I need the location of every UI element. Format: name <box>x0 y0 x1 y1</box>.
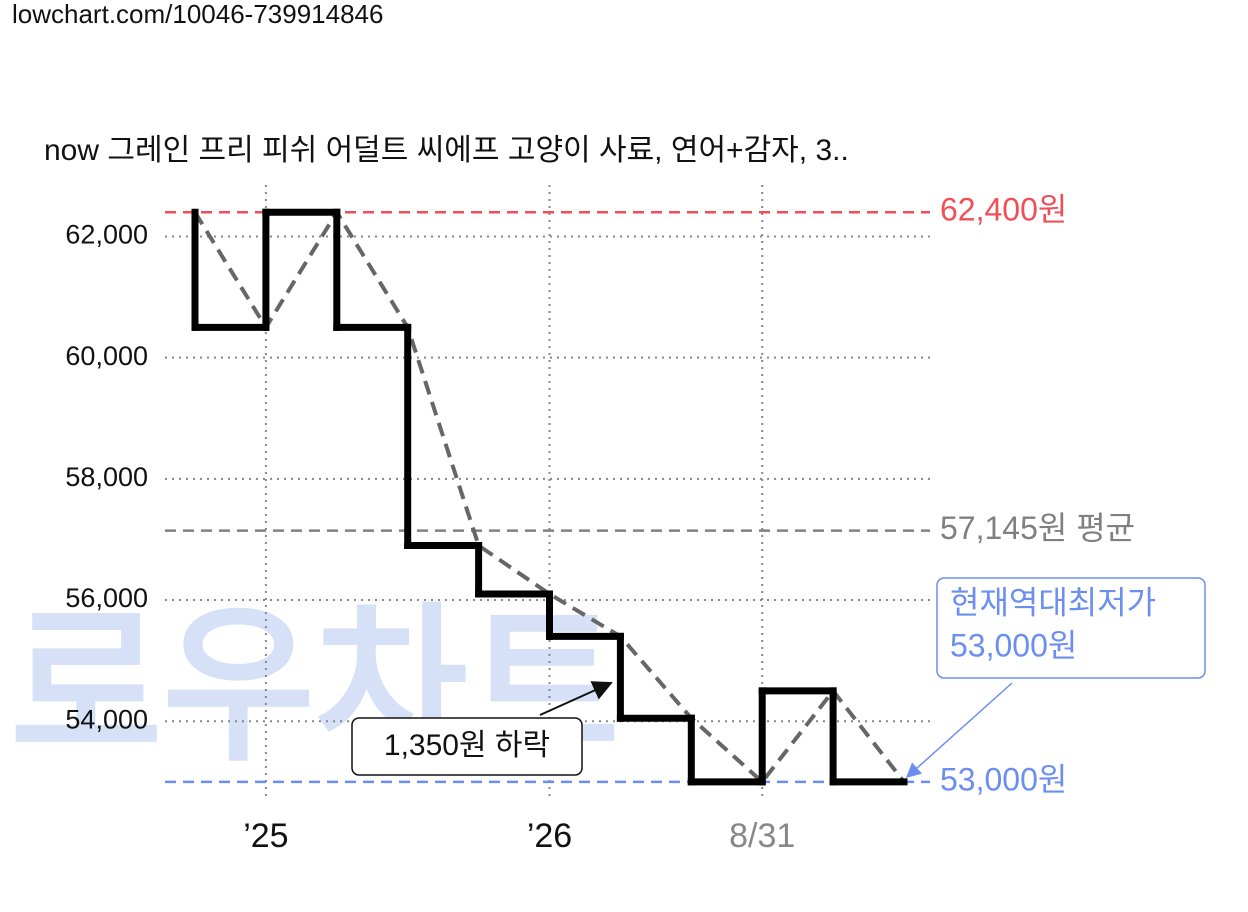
callout-line: 현재역대최저가 <box>950 584 1156 620</box>
reference-label: 53,000원 <box>940 761 1067 797</box>
reference-label: 62,400원 <box>940 192 1067 228</box>
chart-title: now 그레인 프리 피쉬 어덜트 씨에프 고양이 사료, 연어+감자, 3.. <box>44 134 849 167</box>
trend-line <box>193 208 906 785</box>
y-tick-label: 58,000 <box>65 462 148 492</box>
annotation-arrow <box>539 681 613 716</box>
y-tick-label: 56,000 <box>65 583 148 613</box>
callout-arrow <box>905 682 1013 779</box>
reference-label: 57,145원 평균 <box>940 510 1135 546</box>
y-tick-label: 62,000 <box>65 220 148 250</box>
x-tick-label: 8/31 <box>729 817 795 855</box>
annotation-text: 1,350원 하락 <box>384 729 550 762</box>
url: lowchart.com/10046-739914846 <box>12 0 383 29</box>
annotation-box <box>351 717 583 776</box>
y-tick-label: 60,000 <box>65 341 148 371</box>
x-tick-label: ’26 <box>527 817 572 855</box>
callout-line: 53,000원 <box>950 627 1077 663</box>
y-tick-label: 54,000 <box>65 704 148 734</box>
callout-box <box>936 577 1206 679</box>
x-tick-label: ’25 <box>243 817 288 855</box>
